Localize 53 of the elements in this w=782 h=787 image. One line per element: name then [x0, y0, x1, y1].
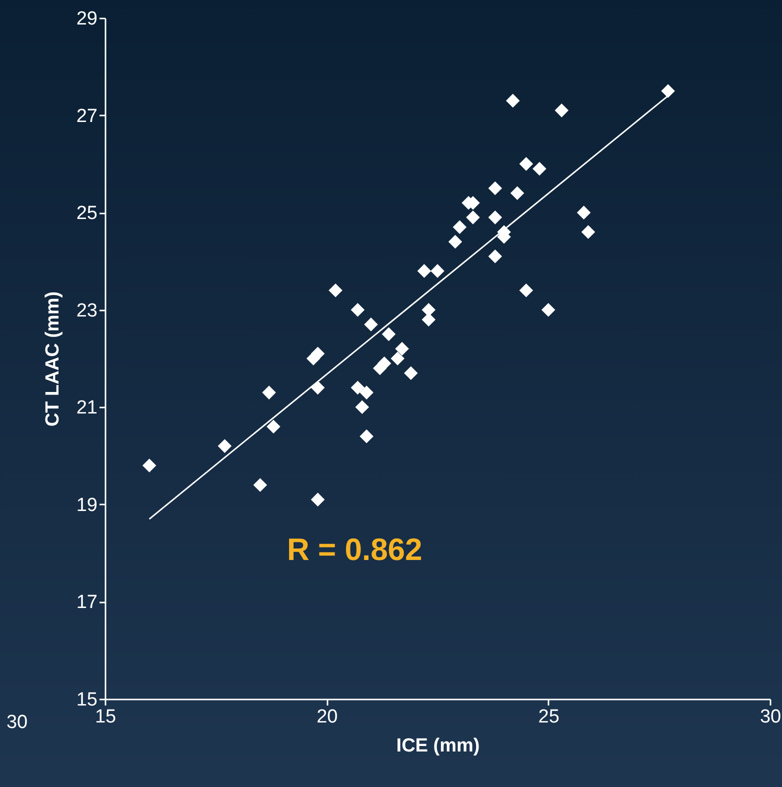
- point: [404, 366, 418, 380]
- y-tick-label: 19: [76, 494, 98, 516]
- point: [488, 249, 502, 264]
- x-tick-label: 30: [760, 706, 782, 728]
- y-tick-label: 29: [76, 8, 98, 30]
- point: [510, 186, 524, 200]
- point: [310, 380, 325, 395]
- y-tick-label: 21: [76, 398, 98, 419]
- point: [452, 220, 467, 234]
- point: [448, 234, 462, 249]
- point: [266, 420, 280, 434]
- annotation: R = 0.862: [287, 532, 422, 567]
- point: [532, 162, 546, 176]
- point: [661, 84, 675, 98]
- point: [519, 284, 534, 298]
- point: [417, 264, 432, 278]
- point: [554, 104, 569, 118]
- point: [360, 386, 374, 400]
- point: [541, 302, 556, 317]
- point: [576, 206, 591, 220]
- point: [360, 429, 374, 444]
- point: [422, 312, 436, 326]
- point: [430, 264, 444, 278]
- point: [310, 492, 325, 506]
- y-tick-label: 23: [76, 300, 98, 322]
- y-tick-label: 17: [76, 592, 98, 614]
- point: [142, 458, 156, 472]
- point: [364, 318, 378, 332]
- y-tick-label: 25: [76, 203, 98, 224]
- point: [422, 302, 436, 317]
- y-tick-label: 27: [76, 106, 98, 127]
- x-axis-title: ICE (mm): [396, 736, 480, 756]
- point: [355, 400, 370, 414]
- point: [506, 94, 520, 108]
- point: [262, 386, 276, 400]
- point: [488, 210, 502, 224]
- point: [253, 478, 268, 492]
- x-tick-label: 25: [538, 706, 560, 728]
- point: [382, 327, 396, 342]
- point: [395, 342, 409, 356]
- point: [350, 302, 365, 317]
- x-tick-label: 20: [316, 706, 338, 728]
- point: [390, 352, 404, 366]
- point: [581, 225, 596, 239]
- point: [350, 380, 365, 395]
- point: [488, 181, 502, 196]
- y-axis-title: CT LAAC (mm): [42, 291, 64, 427]
- point: [218, 439, 232, 453]
- x-tick-label: 15: [94, 706, 116, 728]
- y-tick-label: 15: [76, 690, 98, 710]
- point: [328, 284, 342, 298]
- point: [466, 210, 480, 224]
- point: [519, 157, 534, 171]
